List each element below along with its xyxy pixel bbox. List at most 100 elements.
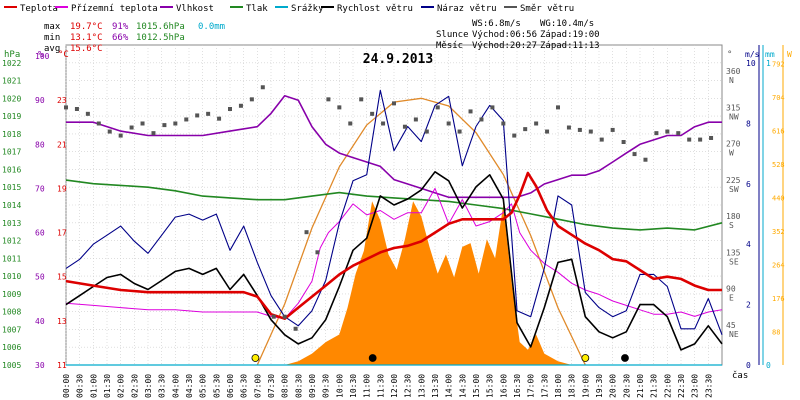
pressure-tick: 1018 xyxy=(2,130,21,139)
wind-dir-tick-label: N xyxy=(729,76,734,85)
pressure-tick: 1007 xyxy=(2,325,21,334)
wind-dir-point xyxy=(206,111,211,116)
wind-speed-tick: 10 xyxy=(746,59,756,68)
x-tick-label: 07:30 xyxy=(267,374,276,398)
wind-dir-point xyxy=(370,111,375,116)
wind-dir-tick: 225 xyxy=(726,176,741,185)
axis-label-deg: ° xyxy=(727,50,732,60)
solar-tick: 528 xyxy=(772,161,785,169)
x-tick-label: 06:00 xyxy=(226,374,235,398)
stats-min-hum: 66% xyxy=(112,33,129,43)
solar-layer xyxy=(256,97,586,366)
x-tick-label: 05:30 xyxy=(212,374,221,398)
wind-dir-point xyxy=(162,123,167,128)
wind-dir-tick: 360 xyxy=(726,67,741,76)
axis-label-hpa: hPa xyxy=(4,50,20,60)
wind-dir-point xyxy=(173,121,178,126)
wind-dir-point xyxy=(545,129,550,134)
x-tick-label: 08:30 xyxy=(294,374,303,398)
x-tick-label: 02:00 xyxy=(117,374,126,398)
wind-dir-point xyxy=(293,326,298,331)
wind-dir-point xyxy=(534,121,539,126)
humidity-tick: 70 xyxy=(35,184,45,193)
humidity-tick: 30 xyxy=(35,361,45,370)
x-tick-label: 08:00 xyxy=(281,374,290,398)
axis-label-pct: % xyxy=(38,50,44,60)
stats-avg-label: avg xyxy=(44,44,60,54)
stats-max-temp: 19.7°C xyxy=(70,22,103,32)
wind-dir-point xyxy=(698,137,703,142)
moonrise-marker xyxy=(621,354,629,362)
solar-tick: 88 xyxy=(772,328,780,336)
x-tick-label: 09:30 xyxy=(322,374,331,398)
wind-dir-point xyxy=(566,125,571,130)
legend-label: Srážky xyxy=(291,4,324,14)
x-tick-label: 14:30 xyxy=(458,374,467,398)
stats-avg-temp: 15.6°C xyxy=(70,44,103,54)
stats-max-rain: 0.0mm xyxy=(198,22,225,32)
pressure-tick: 1019 xyxy=(2,112,21,121)
x-tick-label: 17:30 xyxy=(540,374,549,398)
series-line-rychlost-větru xyxy=(65,171,723,351)
wind-dir-point xyxy=(217,116,222,121)
wind-dir-point xyxy=(129,125,134,130)
wind-dir-point xyxy=(238,103,243,108)
solar-theoretical-line xyxy=(256,97,586,366)
pressure-tick: 1022 xyxy=(2,59,21,68)
wind-dir-point xyxy=(140,121,145,126)
solar-tick: 704 xyxy=(772,94,785,102)
x-tick-label: 10:30 xyxy=(349,374,358,398)
pressure-tick: 1009 xyxy=(2,290,21,299)
pressure-tick: 1008 xyxy=(2,308,21,317)
temperature-tick: 11 xyxy=(57,361,67,370)
series-line-vlhkost xyxy=(66,95,722,199)
x-tick-label: 03:30 xyxy=(158,374,167,398)
wind-dir-point xyxy=(260,85,265,90)
wind-dir-point xyxy=(271,314,276,319)
x-tick-label: 14:00 xyxy=(445,374,454,398)
x-tick-label: 06:30 xyxy=(240,374,249,398)
rain-tick: 1 xyxy=(766,59,771,68)
legend-label: Vlhkost xyxy=(176,4,214,14)
wind-dir-tick-label: E xyxy=(729,294,734,303)
pressure-tick: 1020 xyxy=(2,94,21,103)
series-line-tlak xyxy=(65,179,723,231)
x-tick-label: 18:00 xyxy=(554,374,563,398)
wind-dir-point xyxy=(457,129,462,134)
x-tick-label: 20:00 xyxy=(609,374,618,398)
solar-tick: 352 xyxy=(772,228,785,236)
x-tick-label: 17:00 xyxy=(527,374,536,398)
pressure-tick: 1015 xyxy=(2,183,21,192)
x-tick-label: 23:30 xyxy=(704,374,713,398)
solar-tick: 440 xyxy=(772,194,785,202)
wind-gust-info: WG:10.4m/s xyxy=(540,19,594,29)
legend: Teplota Přízemní teplota Vlhkost Tlak Srážky… xyxy=(4,4,574,14)
x-tick-label: 13:00 xyxy=(417,374,426,398)
wind-dir-point xyxy=(621,140,626,145)
humidity-tick: 80 xyxy=(35,140,45,149)
x-tick-label: 20:30 xyxy=(622,374,631,398)
x-tick-label: 02:30 xyxy=(130,374,139,398)
wind-dir-point xyxy=(249,97,254,102)
wind-dir-point xyxy=(676,131,681,136)
pressure-tick: 1005 xyxy=(2,361,21,370)
wind-dir-tick-label: SW xyxy=(729,185,739,194)
x-tick-label: 21:00 xyxy=(636,374,645,398)
x-tick-label: 22:30 xyxy=(677,374,686,398)
wind-dir-point xyxy=(184,117,189,122)
wind-dir-tick: 180 xyxy=(726,212,741,221)
stats-max-label: max xyxy=(44,22,61,32)
series-line-přízemní-teplota xyxy=(65,187,723,320)
wind-speed-tick: 2 xyxy=(746,301,751,310)
wind-dir-tick-label: S xyxy=(729,221,734,230)
wind-dir-point xyxy=(709,135,714,140)
wind-dir-point xyxy=(588,129,593,134)
legend-label: Teplota xyxy=(20,4,58,14)
axis-label-w: W xyxy=(787,50,792,59)
axis-label-cas: čas xyxy=(732,370,748,381)
wind-dir-point xyxy=(446,121,451,126)
legend-label: Rychlost větru xyxy=(337,4,413,14)
temperature-tick: 23 xyxy=(57,96,67,105)
wind-dir-point xyxy=(228,107,232,111)
wind-dir-tick: 45 xyxy=(726,321,736,330)
